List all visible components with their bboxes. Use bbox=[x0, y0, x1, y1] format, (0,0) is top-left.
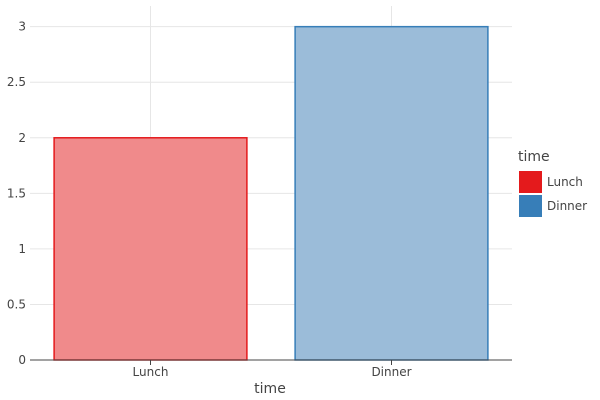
legend-swatch-lunch bbox=[519, 171, 542, 193]
bars bbox=[53, 25, 489, 361]
x-tick-labels: Lunch Dinner bbox=[133, 360, 412, 379]
y-tick-label: 3 bbox=[18, 20, 26, 34]
legend-swatch-dinner bbox=[519, 195, 542, 217]
x-tick-label: Lunch bbox=[133, 365, 169, 379]
legend-label-dinner: Dinner bbox=[547, 199, 587, 213]
y-tick-label: 2 bbox=[18, 131, 26, 145]
y-tick-labels: 0 0.5 1 1.5 2 2.5 3 bbox=[7, 20, 26, 367]
legend: time Lunch Dinner bbox=[518, 149, 587, 217]
y-tick-label: 0.5 bbox=[7, 297, 26, 311]
y-tick-label: 2.5 bbox=[7, 75, 26, 89]
legend-title: time bbox=[518, 149, 550, 165]
y-tick-label: 0 bbox=[18, 353, 26, 367]
legend-label-lunch: Lunch bbox=[547, 175, 583, 189]
bar-dinner bbox=[294, 25, 489, 361]
bar-lunch bbox=[53, 137, 248, 361]
legend-items: Lunch Dinner bbox=[519, 171, 587, 217]
y-tick-label: 1.5 bbox=[7, 186, 26, 200]
x-tick-label: Dinner bbox=[371, 365, 411, 379]
y-tick-label: 1 bbox=[18, 242, 26, 256]
x-axis-title: time bbox=[254, 381, 286, 397]
